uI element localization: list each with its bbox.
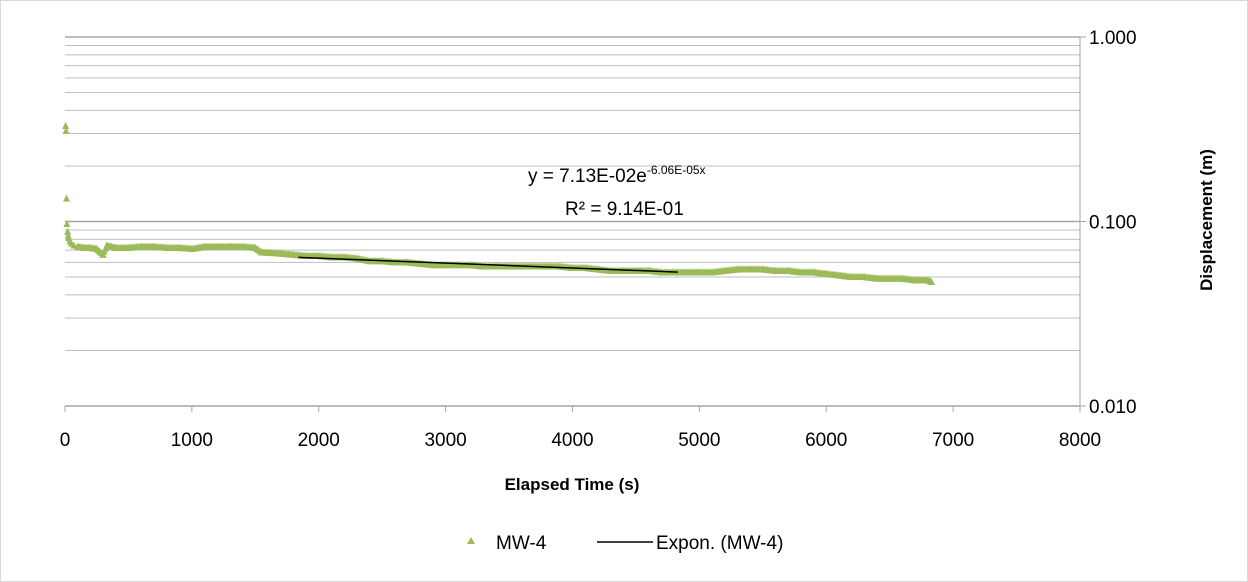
data-point bbox=[62, 126, 70, 134]
grid-layer bbox=[65, 36, 1080, 407]
legend-marker-mw4 bbox=[467, 537, 475, 544]
legend-label-expon: Expon. (MW-4) bbox=[656, 533, 783, 554]
tick-labels: 0 1000 2000 3000 4000 5000 6000 7000 8000 1.000 0.… bbox=[60, 28, 1137, 451]
data-point bbox=[63, 219, 71, 227]
x-tick-label: 4000 bbox=[551, 430, 593, 451]
trend-r-squared: R² = 9.14E-01 bbox=[565, 199, 684, 220]
x-tick-label: 1000 bbox=[171, 430, 213, 451]
trendline-layer bbox=[298, 256, 678, 273]
x-tick-label: 2000 bbox=[298, 430, 340, 451]
axes-layer bbox=[64, 36, 1086, 412]
legend-label-mw4: MW-4 bbox=[496, 533, 547, 554]
data-point bbox=[928, 277, 936, 285]
legend: MW-4 Expon. (MW-4) bbox=[467, 533, 783, 554]
data-point bbox=[62, 121, 70, 129]
data-point bbox=[64, 227, 72, 235]
data-point bbox=[63, 194, 71, 202]
y-tick-label: 0.010 bbox=[1089, 397, 1137, 418]
x-tick-label: 7000 bbox=[932, 430, 974, 451]
y-tick-label: 0.100 bbox=[1089, 213, 1137, 234]
trend-equation: y = 7.13E-02e-6.06E-05x bbox=[528, 163, 706, 187]
trendline bbox=[298, 256, 678, 273]
trend-equation-exponent: -6.06E-05x bbox=[647, 163, 706, 177]
y-tick-label: 1.000 bbox=[1089, 28, 1137, 49]
y-axis-title: Displacement (m) bbox=[1197, 149, 1216, 291]
x-axis-title: Elapsed Time (s) bbox=[505, 475, 640, 494]
trend-equation-base: y = 7.13E-02e bbox=[528, 166, 647, 187]
x-tick-label: 3000 bbox=[424, 430, 466, 451]
x-tick-label: 5000 bbox=[678, 430, 720, 451]
x-tick-label: 0 bbox=[60, 430, 71, 451]
x-tick-label: 6000 bbox=[805, 430, 847, 451]
x-tick-label: 8000 bbox=[1059, 430, 1101, 451]
